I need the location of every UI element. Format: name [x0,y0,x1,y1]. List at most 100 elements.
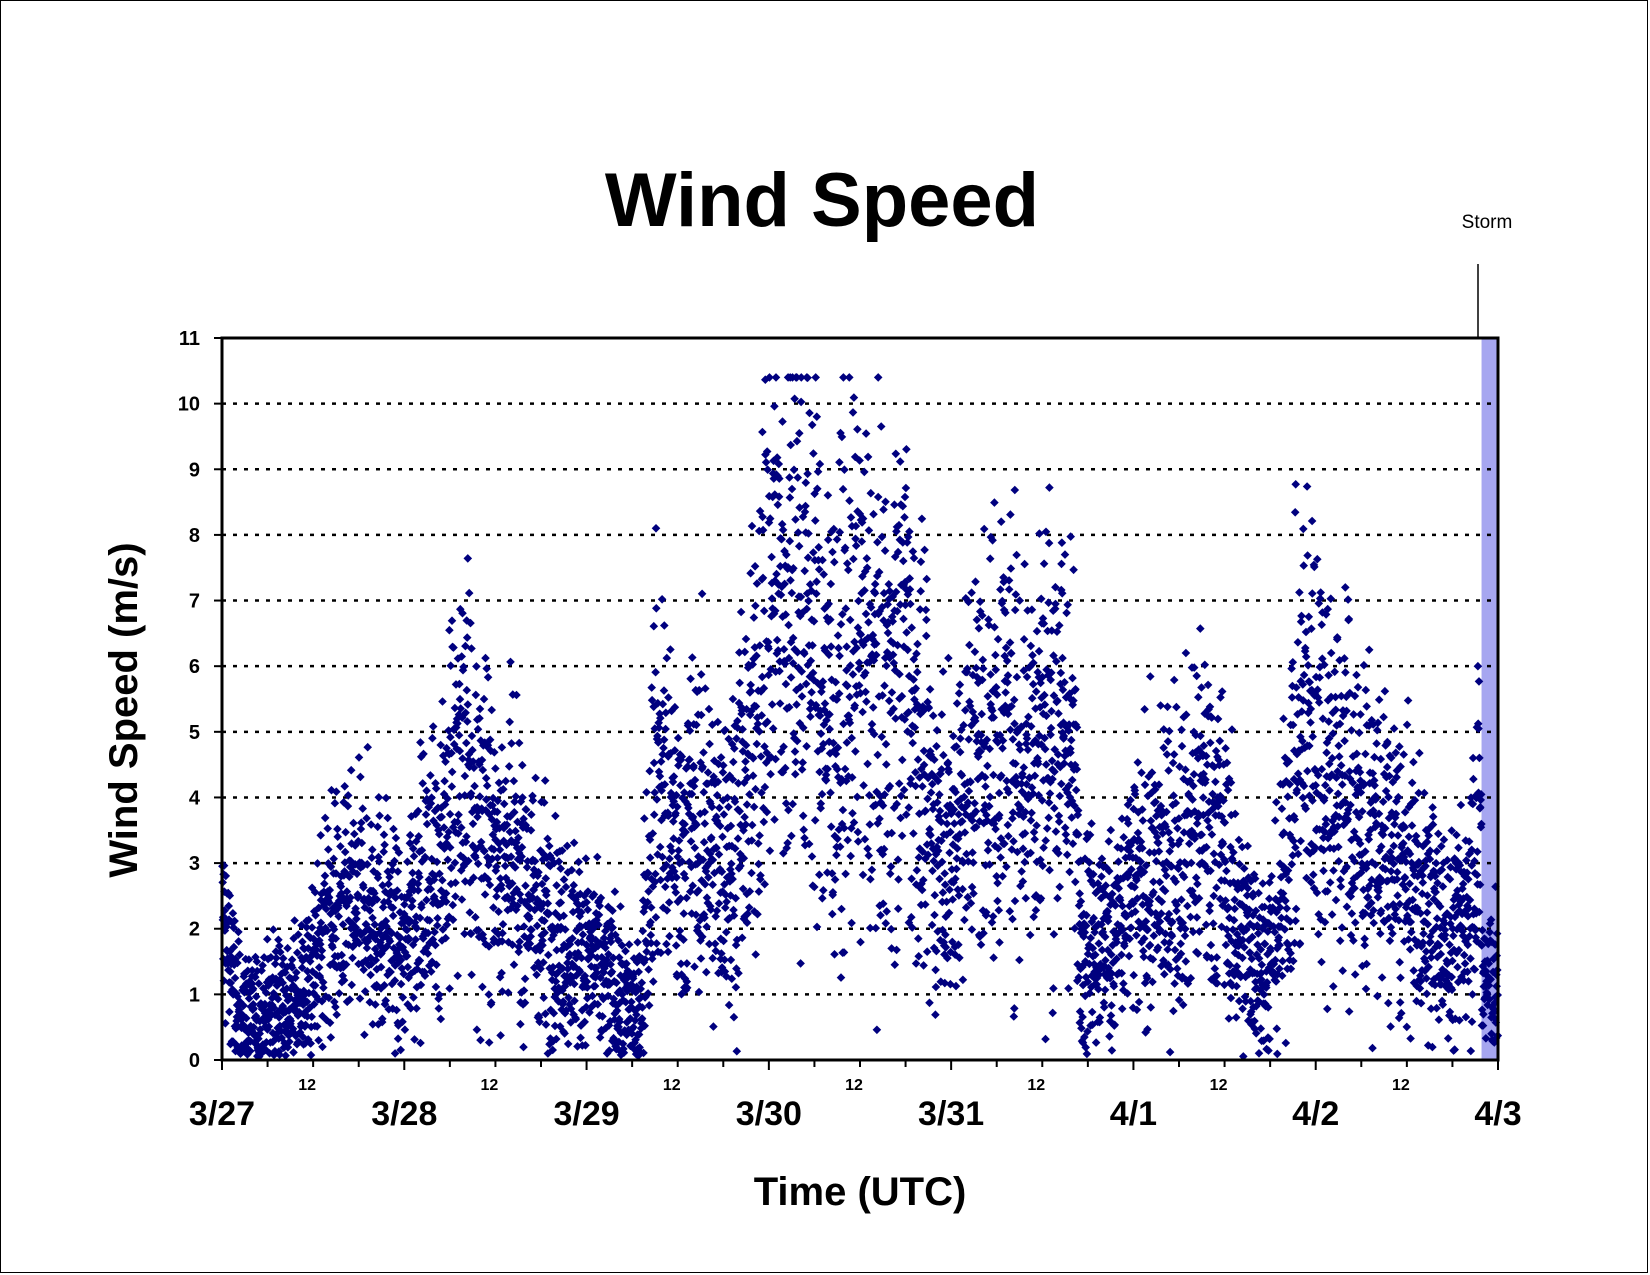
data-point [1017,787,1027,796]
data-point [1197,683,1206,692]
data-point [871,639,881,649]
data-point [1338,966,1347,975]
data-point [418,934,428,943]
data-point [354,959,363,969]
data-point [1172,906,1181,916]
data-point [407,812,416,821]
data-point [1019,635,1029,644]
data-point [278,1001,288,1011]
data-point [1193,879,1202,889]
data-point [481,773,491,783]
data-point [907,912,916,922]
data-point [829,524,839,534]
data-point [220,913,230,923]
data-point [583,887,593,896]
data-point [291,973,300,983]
data-point [700,807,709,817]
data-point [482,781,492,790]
data-point [1291,843,1300,852]
data-point [1090,928,1099,937]
data-point [698,932,707,942]
data-point [1397,1008,1406,1018]
data-point [1317,764,1327,774]
data-point [1047,668,1056,677]
data-point [1085,830,1095,840]
data-point [307,1012,316,1022]
data-point [580,1017,589,1027]
data-point [1157,909,1166,918]
data-point [1228,856,1237,865]
data-point [987,918,997,927]
data-point [376,962,386,972]
data-point [1341,668,1350,677]
data-point [1189,781,1198,791]
data-point [751,950,760,959]
data-point [1213,714,1223,724]
data-point [1068,775,1077,785]
data-point [1197,830,1206,839]
data-point [891,714,900,723]
data-point [862,563,872,573]
data-point [346,765,356,775]
data-point [443,794,452,803]
data-point [1372,739,1381,748]
data-point [1391,809,1401,819]
data-point [808,641,817,650]
data-point [967,925,977,934]
data-point [332,787,341,796]
data-point [273,981,282,990]
data-point [1083,977,1093,987]
data-point [1422,989,1432,999]
data-point [520,998,530,1007]
data-point [271,947,281,956]
data-point [1060,823,1070,832]
data-point [1462,868,1472,877]
data-point [1059,731,1069,741]
data-point [1297,745,1306,754]
data-point [581,1041,590,1050]
data-point [1445,874,1455,884]
data-point [1431,887,1440,897]
data-point [1394,792,1403,802]
data-point [1091,1038,1101,1047]
data-point [1101,881,1111,890]
data-point [1125,847,1135,856]
data-point [1062,608,1071,618]
data-point [734,968,743,978]
data-point [510,863,520,872]
data-point [645,766,654,776]
data-point [1470,965,1480,974]
data-point [1186,912,1195,922]
data-point [1023,606,1032,615]
data-point [229,923,238,933]
data-point [516,1019,525,1029]
data-point [317,952,326,962]
data-point [1174,864,1183,873]
data-point [904,803,914,812]
data-point [577,908,586,917]
data-point [670,746,680,755]
data-point [1198,793,1208,802]
data-point [583,905,593,915]
data-point [426,967,436,976]
data-point [283,996,293,1005]
data-point [1009,837,1018,846]
data-point [1104,963,1113,973]
data-point [491,764,500,773]
data-point [552,945,561,955]
data-point [989,953,998,962]
data-point [1212,953,1222,962]
data-point [1351,918,1360,927]
data-point [990,498,999,507]
data-point [541,1020,551,1029]
data-point [953,844,962,853]
data-point [1358,807,1367,816]
data-point [431,982,441,992]
data-point [991,665,1001,675]
data-point [1173,824,1182,833]
data-point [964,786,974,796]
data-point [225,891,235,900]
data-point [325,1018,335,1028]
data-point [415,913,425,923]
data-point [1146,672,1155,681]
